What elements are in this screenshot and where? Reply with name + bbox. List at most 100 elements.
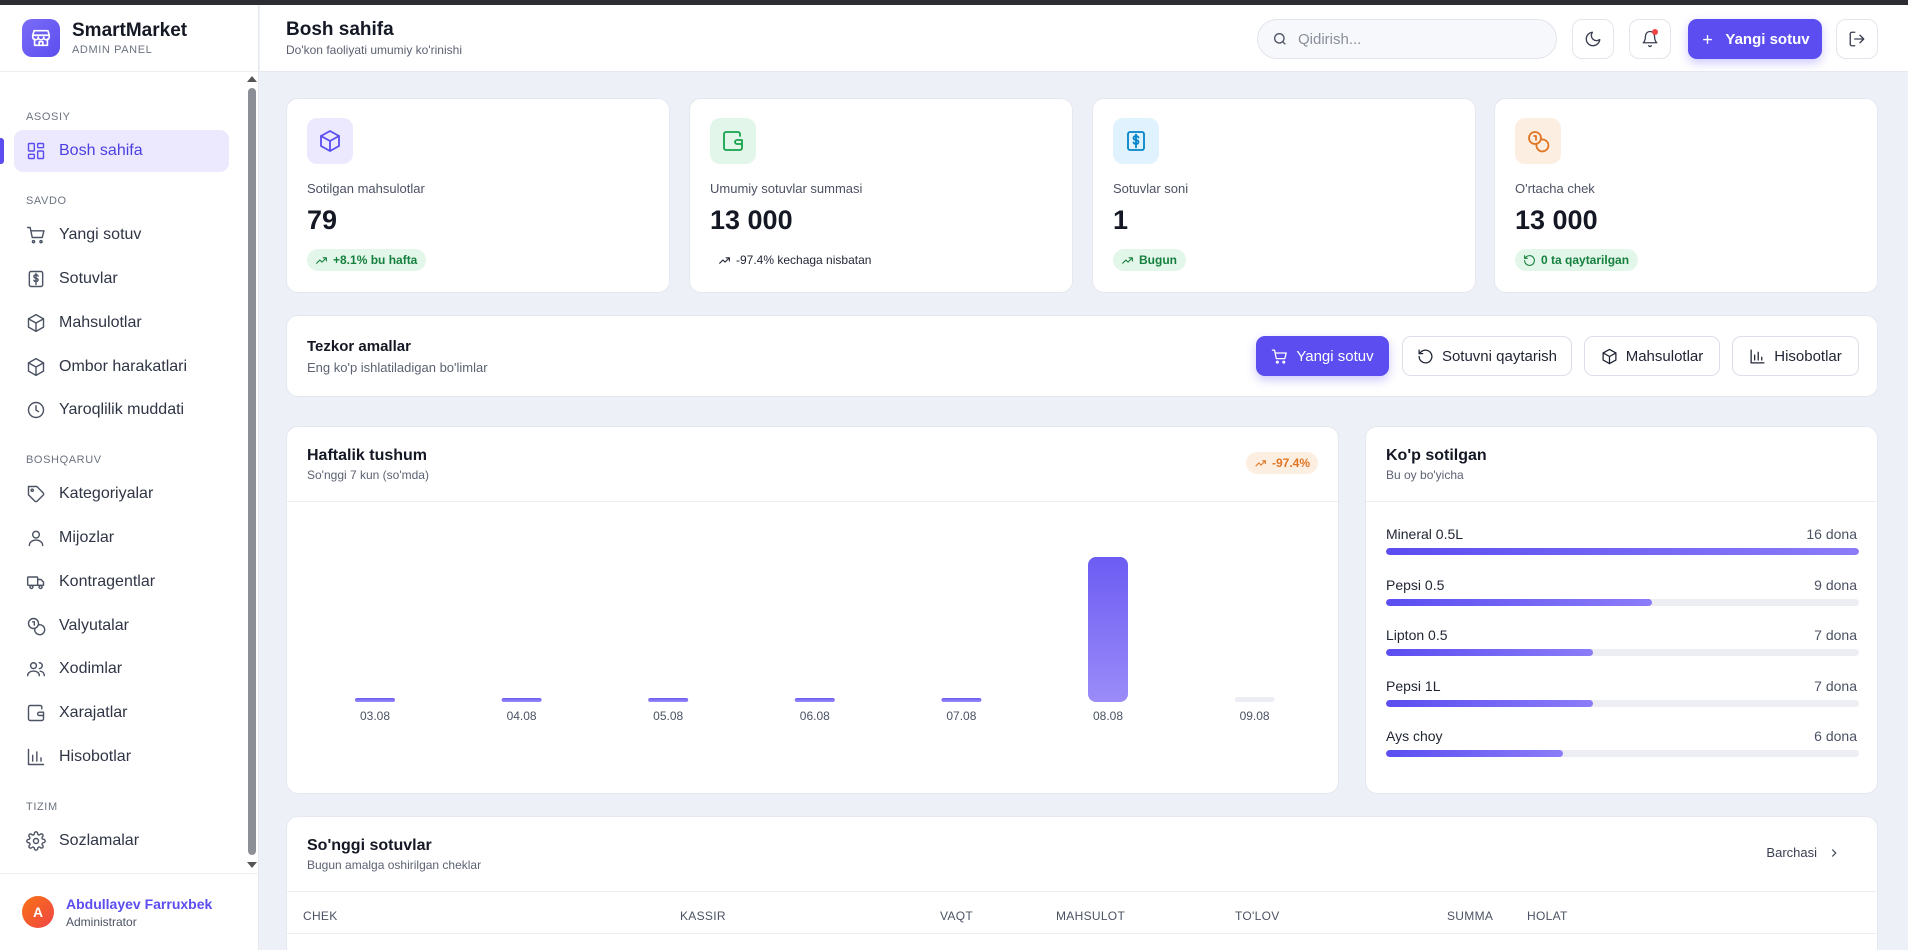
stat-value: 1 [1113,205,1129,235]
notification-dot [1652,29,1658,35]
top-selling-progress-track [1386,598,1859,606]
sidebar-nav: ASOSIY Bosh sahifa SAVDO Yangi sotuv Sot… [0,73,240,873]
quick-action-products-button[interactable]: Mahsulotlar [1584,336,1720,376]
top-selling-progress-track [1386,750,1859,757]
stat-badge: +8.1% bu hafta [307,249,427,271]
chart-bar-08.08 [1088,557,1128,702]
column-header-tolov: TO'LOV [1235,909,1280,923]
sidebar-item-yaroqlilik-muddati[interactable]: Yaroqlilik muddati [14,389,229,431]
top-selling-item-name: Ays choy [1386,728,1443,744]
bell-icon [1642,30,1658,48]
section-title-tizim: TIZIM [26,801,58,813]
search-box[interactable] [1257,19,1557,59]
stat-value: 13 000 [710,205,793,235]
plus-icon [1703,34,1713,44]
notifications-button[interactable] [1629,19,1671,59]
sidebar-item-ombor-harakatlari[interactable]: Ombor harakatlari [14,346,229,388]
trending-up-icon [1255,459,1266,467]
sidebar-item-kontragentlar[interactable]: Kontragentlar [14,561,229,603]
sidebar-item-label: Yangi sotuv [59,226,142,243]
sidebar-item-label: Bosh sahifa [59,142,143,159]
dollar-receipt-icon [28,270,44,288]
dollar-receipt-icon [1127,131,1145,151]
scroll-up-arrow[interactable] [247,76,257,82]
theme-toggle-button[interactable] [1572,19,1614,59]
column-header-summa: SUMMA [1447,909,1494,923]
user-profile[interactable]: A Abdullayev Farruxbek Administrator [0,873,259,950]
stat-label: Sotilgan mahsulotlar [307,181,425,196]
trend-badge-text: -97.4% [1271,456,1310,470]
logout-button[interactable] [1836,19,1878,59]
sidebar-item-kategoriyalar[interactable]: Kategoriyalar [14,473,229,515]
brand-subtitle: ADMIN PANEL [72,44,153,56]
top-selling-item-qty: 9 dona [1814,576,1857,593]
top-selling-progress-fill [1386,649,1593,656]
stat-icon-coins [1515,118,1561,164]
stat-icon-box [307,118,353,164]
new-sale-button[interactable]: Yangi sotuv [1688,19,1822,59]
sidebar-item-yangi-sotuv[interactable]: Yangi sotuv [14,214,229,256]
sidebar-item-sozlamalar[interactable]: Sozlamalar [14,820,229,862]
chart-bar-06.08 [794,698,835,702]
column-header-mahsulot: MAHSULOT [1056,909,1126,923]
sidebar-item-bosh-sahifa[interactable]: Bosh sahifa [14,130,229,172]
stat-card-average-check: O'rtacha chek 13 000 0 ta qaytarilgan [1494,98,1878,293]
section-title-boshqaruv: BOSHQARUV [26,454,102,466]
quick-action-return-sale-button[interactable]: Sotuvni qaytarish [1402,336,1572,376]
coins-icon [1528,131,1550,153]
stat-icon-receipt [1113,118,1159,164]
top-selling-progress-fill [1386,699,1593,707]
top-selling-item-qty: 16 dona [1806,526,1857,542]
stat-badge: -97.4% kechaga nisbatan [710,249,880,271]
cart-icon [1272,348,1288,364]
sidebar-item-valyutalar[interactable]: Valyutalar [14,605,229,647]
search-input[interactable] [1298,30,1538,48]
chart-bar-03.08 [355,698,395,702]
stat-card-total-sales: Umumiy sotuvlar summasi 13 000 -97.4% ke… [689,98,1073,293]
sidebar-item-label: Hisobotlar [59,748,132,765]
top-selling-item-name: Pepsi 0.5 [1386,576,1445,593]
brand[interactable]: SmartMarket ADMIN PANEL [0,5,258,72]
scroll-thumb[interactable] [248,88,256,855]
view-all-link[interactable]: Barchasi [1766,845,1841,860]
sidebar-item-label: Yaroqlilik muddati [59,401,185,418]
box-icon [320,130,340,152]
quick-action-new-sale-button[interactable]: Yangi sotuv [1256,336,1389,376]
sidebar-item-label: Sozlamalar [59,832,140,849]
sidebar-item-xarajatlar[interactable]: Xarajatlar [14,692,229,734]
cart-icon [26,226,45,244]
quick-action-reports-button[interactable]: Hisobotlar [1732,336,1859,376]
sidebar-item-hisobotlar[interactable]: Hisobotlar [14,736,229,778]
tag-icon [27,485,45,503]
gear-icon [26,831,46,851]
table-divider [287,933,1877,934]
quick-actions-subtitle: Eng ko'p ishlatiladigan bo'limlar [307,360,488,375]
stat-card-sales-count: Sotuvlar soni 1 Bugun [1092,98,1476,293]
recent-sales-title: So'nggi sotuvlar [307,837,432,854]
quick-action-label: Hisobotlar [1774,347,1842,365]
scroll-down-arrow[interactable] [247,862,257,868]
column-header-kassir: KASSIR [680,909,726,923]
sidebar-item-sotuvlar[interactable]: Sotuvlar [14,258,229,300]
trending-up-icon [1122,256,1133,264]
stat-label: O'rtacha chek [1515,181,1595,196]
column-header-holat: HOLAT [1527,909,1568,923]
sidebar-item-mahsulotlar[interactable]: Mahsulotlar [14,302,229,344]
chart-x-label: 05.08 [653,709,683,723]
sidebar-item-label: Xodimlar [59,660,123,677]
weekly-revenue-card: Haftalik tushum So'nggi 7 kun (so'mda) -… [286,426,1339,794]
weekly-revenue-subtitle: So'nggi 7 kun (so'mda) [307,468,429,482]
stat-label: Umumiy sotuvlar summasi [710,181,863,196]
column-header-vaqt: VAQT [940,909,973,923]
stat-badge-text: 0 ta qaytarilgan [1541,253,1630,267]
new-sale-label: Yangi sotuv [1725,30,1810,48]
header: Bosh sahifa Do'kon faoliyati umumiy ko'r… [260,5,1908,72]
clock-icon [27,401,45,419]
sidebar-item-mijozlar[interactable]: Mijozlar [14,517,229,559]
chart-x-label: 06.08 [800,709,830,723]
sidebar-scrollbar[interactable] [245,73,257,873]
box-icon [27,313,45,333]
sidebar-item-xodimlar[interactable]: Xodimlar [14,648,229,690]
store-logo-icon [22,19,60,57]
sidebar-item-label: Kontragentlar [59,573,156,590]
